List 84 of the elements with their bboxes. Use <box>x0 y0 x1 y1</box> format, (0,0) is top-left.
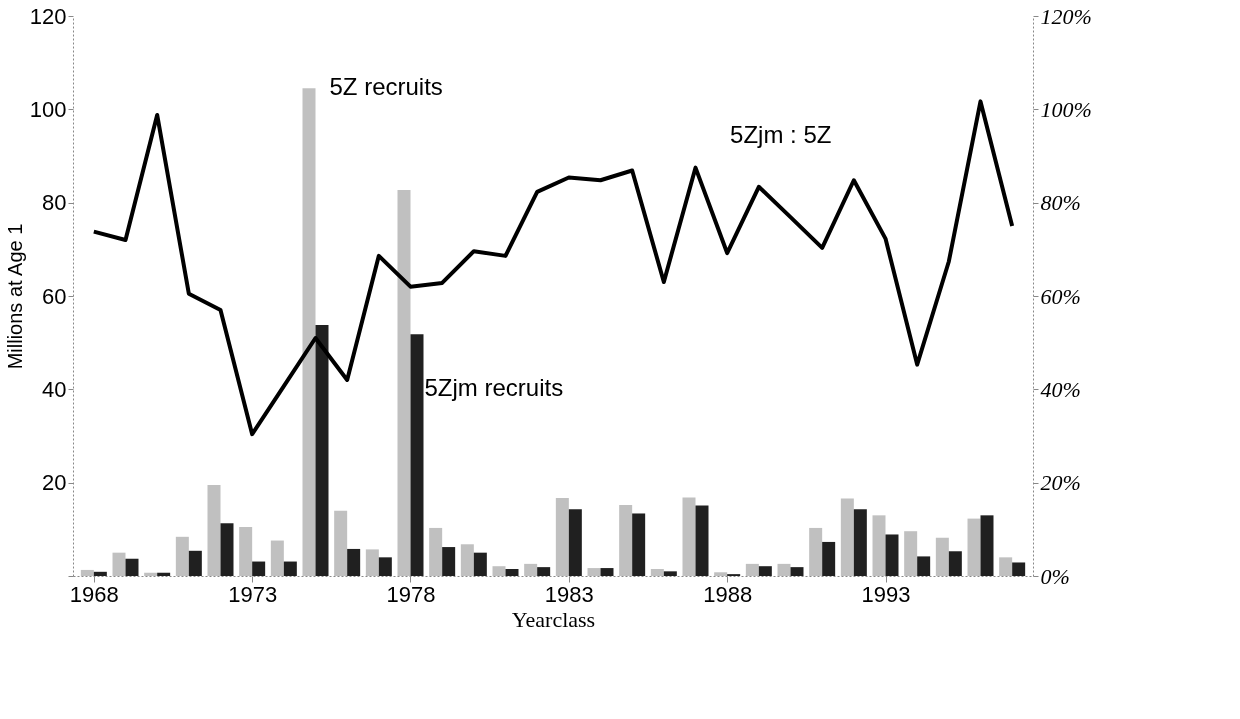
bar <box>663 571 677 576</box>
bar <box>220 523 234 576</box>
bar <box>144 572 158 576</box>
bar <box>777 563 791 576</box>
bar <box>410 334 424 576</box>
bar <box>600 568 614 576</box>
bar <box>885 534 899 576</box>
bar <box>935 537 949 576</box>
bar <box>537 567 551 576</box>
bar <box>175 536 189 576</box>
bar <box>473 552 487 576</box>
bar <box>80 569 94 576</box>
annotation: 5Zjm : 5Z <box>730 121 832 149</box>
bar <box>840 498 854 576</box>
bar <box>492 566 506 576</box>
bar <box>790 567 804 576</box>
bar <box>188 550 202 576</box>
bar <box>334 510 348 576</box>
y2-tick-label: 80% <box>1040 190 1081 216</box>
bar <box>207 485 221 576</box>
bar <box>302 88 316 576</box>
bar <box>619 505 633 576</box>
x-tick-label: 1993 <box>861 581 911 607</box>
bar <box>809 527 823 576</box>
y-tick-label: 40 <box>42 376 67 402</box>
y2-tick-label: 20% <box>1040 470 1081 496</box>
x-tick-label: 1983 <box>544 581 594 607</box>
bar <box>125 558 139 576</box>
bar <box>822 541 836 576</box>
bar <box>555 498 569 576</box>
annotation: 5Z recruits <box>329 73 443 101</box>
bar <box>270 540 284 576</box>
bar <box>917 556 931 576</box>
bar <box>252 561 266 576</box>
bar <box>682 497 696 576</box>
y-tick-label: 20 <box>42 470 67 496</box>
bar <box>1012 562 1026 576</box>
x-axis-title: Yearclass <box>511 606 596 632</box>
annotation: 5Zjm recruits <box>424 374 564 402</box>
y2-tick-label: 100% <box>1040 96 1092 122</box>
bar <box>442 547 456 576</box>
bar <box>632 513 646 576</box>
bar <box>948 551 962 576</box>
bar <box>283 561 297 576</box>
bar <box>505 569 519 576</box>
bar <box>568 509 582 576</box>
y-tick-label: 60 <box>42 283 67 309</box>
bar <box>524 563 538 576</box>
bar <box>460 544 474 576</box>
bar <box>112 552 126 576</box>
y2-tick-label: 60% <box>1040 283 1081 309</box>
bar <box>93 571 107 576</box>
bar <box>904 531 918 576</box>
x-tick-label: 1978 <box>386 581 436 607</box>
y-axis-title: Millions at Age 1 <box>3 223 26 370</box>
bar <box>239 527 253 576</box>
bar <box>397 190 411 576</box>
line-series <box>91 99 1015 437</box>
x-tick-label: 1973 <box>228 581 278 607</box>
bar <box>650 569 664 576</box>
bar <box>695 505 709 576</box>
bar <box>758 566 772 576</box>
bar <box>967 518 981 576</box>
y2-tick-label: 0% <box>1040 563 1070 589</box>
x-tick-label: 1988 <box>703 581 753 607</box>
x-tick-label: 1968 <box>69 581 119 607</box>
bar <box>853 509 867 576</box>
bar <box>429 527 443 576</box>
bar <box>587 568 601 576</box>
y-tick-label: 100 <box>29 96 67 122</box>
y-tick-label: 120 <box>29 3 67 29</box>
bar <box>378 557 392 576</box>
bar <box>347 548 361 576</box>
bar <box>714 572 728 576</box>
bar <box>745 563 759 576</box>
bar <box>315 324 329 576</box>
y2-tick-label: 120% <box>1040 3 1092 29</box>
bar <box>999 557 1013 576</box>
bar <box>872 515 886 576</box>
bar <box>157 572 171 576</box>
bar <box>980 515 994 576</box>
y2-tick-label: 40% <box>1040 376 1081 402</box>
bar <box>365 549 379 576</box>
y-tick-label: 80 <box>42 190 67 216</box>
